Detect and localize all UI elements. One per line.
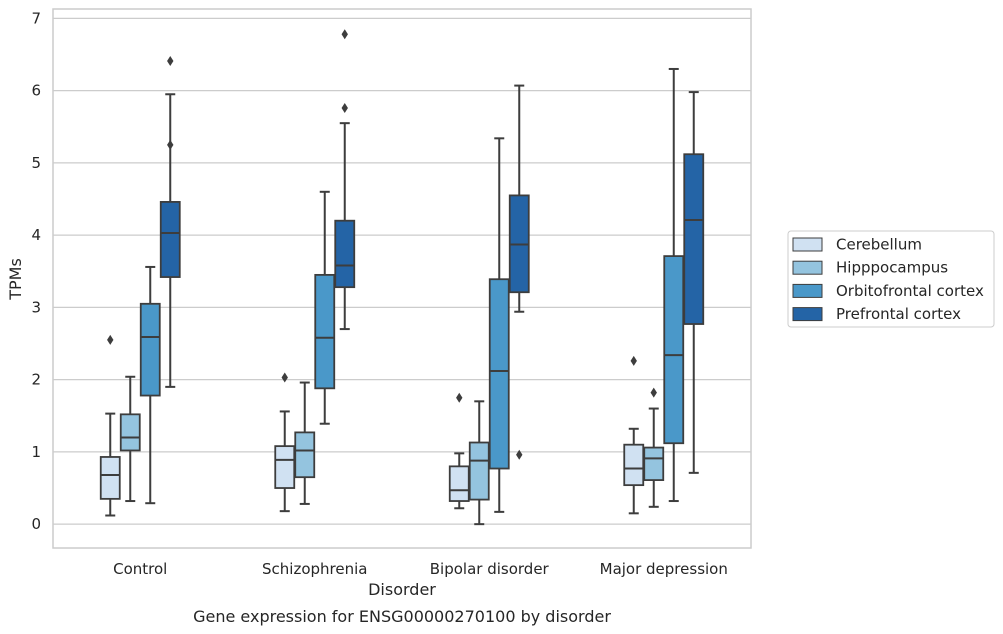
legend-swatch xyxy=(792,283,823,298)
outlier-point xyxy=(630,355,637,366)
iqr-box xyxy=(274,445,296,489)
legend-label: Cerebellum xyxy=(836,236,922,254)
legend-swatch xyxy=(792,307,823,322)
outlier-point xyxy=(341,29,348,40)
y-tick-labels: 0 1 2 3 4 5 6 7 xyxy=(31,9,41,533)
box-0-3 xyxy=(159,56,181,388)
iqr-box xyxy=(488,278,510,470)
box-2-0 xyxy=(448,392,470,510)
box-1-0 xyxy=(274,372,296,513)
box-3-0 xyxy=(623,355,645,515)
outlier-point xyxy=(516,449,523,460)
iqr-box xyxy=(623,443,645,487)
x-tick-label: Control xyxy=(113,560,167,578)
box-groups xyxy=(99,29,705,526)
y-tick-label: 0 xyxy=(31,515,41,533)
outlier-point xyxy=(167,139,174,150)
box-3-2 xyxy=(663,67,685,503)
iqr-box xyxy=(294,431,316,479)
iqr-box xyxy=(314,273,336,390)
box-2-1 xyxy=(468,400,490,526)
iqr-box xyxy=(334,219,356,289)
box-0-2 xyxy=(139,265,161,505)
outlier-point xyxy=(341,102,348,113)
outlier-point xyxy=(167,56,174,67)
x-tick-label: Schizophrenia xyxy=(262,560,367,578)
iqr-box xyxy=(468,441,490,501)
plot-frame xyxy=(52,8,752,549)
box-2-3 xyxy=(508,84,530,460)
legend-frame xyxy=(787,230,995,328)
iqr-box xyxy=(119,413,141,452)
outlier-point xyxy=(650,387,657,398)
outlier-point xyxy=(107,334,114,345)
box-2-2 xyxy=(488,137,510,513)
box-0-0 xyxy=(99,334,121,517)
iqr-box xyxy=(448,465,470,502)
box-1-3 xyxy=(334,29,356,331)
iqr-box xyxy=(663,255,685,445)
iqr-box xyxy=(683,153,705,325)
box-1-1 xyxy=(294,381,316,505)
outlier-point xyxy=(281,372,288,383)
y-tick-label: 4 xyxy=(31,226,41,244)
outlier-point xyxy=(456,392,463,403)
box-3-1 xyxy=(643,387,665,508)
chart-caption: Gene expression for ENSG00000270100 by d… xyxy=(193,607,611,626)
x-tick-label: Major depression xyxy=(600,560,728,578)
box-3-3 xyxy=(683,91,705,474)
x-tick-label: Bipolar disorder xyxy=(430,560,550,578)
y-tick-label: 7 xyxy=(31,9,41,27)
iqr-box xyxy=(99,456,121,500)
iqr-box xyxy=(643,446,665,481)
legend-label: Prefrontal cortex xyxy=(836,305,961,323)
iqr-box xyxy=(139,302,161,397)
y-tick-label: 1 xyxy=(31,443,41,461)
y-tick-label: 6 xyxy=(31,82,41,100)
x-axis-label: Disorder xyxy=(368,580,436,599)
y-tick-label: 2 xyxy=(31,371,41,389)
legend-label: Hipppocampus xyxy=(836,259,948,277)
legend-swatch xyxy=(792,260,823,275)
y-tick-label: 5 xyxy=(31,154,41,172)
box-0-1 xyxy=(119,375,141,503)
iqr-box xyxy=(159,201,181,278)
box-1-2 xyxy=(314,190,336,425)
y-axis-label: TPMs xyxy=(6,258,25,301)
legend: Cerebellum Hipppocampus Orbitofrontal cort… xyxy=(787,230,995,328)
legend-swatch xyxy=(792,237,823,252)
y-tick-label: 3 xyxy=(31,298,41,316)
legend-label: Orbitofrontal cortex xyxy=(836,282,984,300)
x-tick-labels: Control Schizophrenia Bipolar disorder Majo… xyxy=(113,560,728,578)
